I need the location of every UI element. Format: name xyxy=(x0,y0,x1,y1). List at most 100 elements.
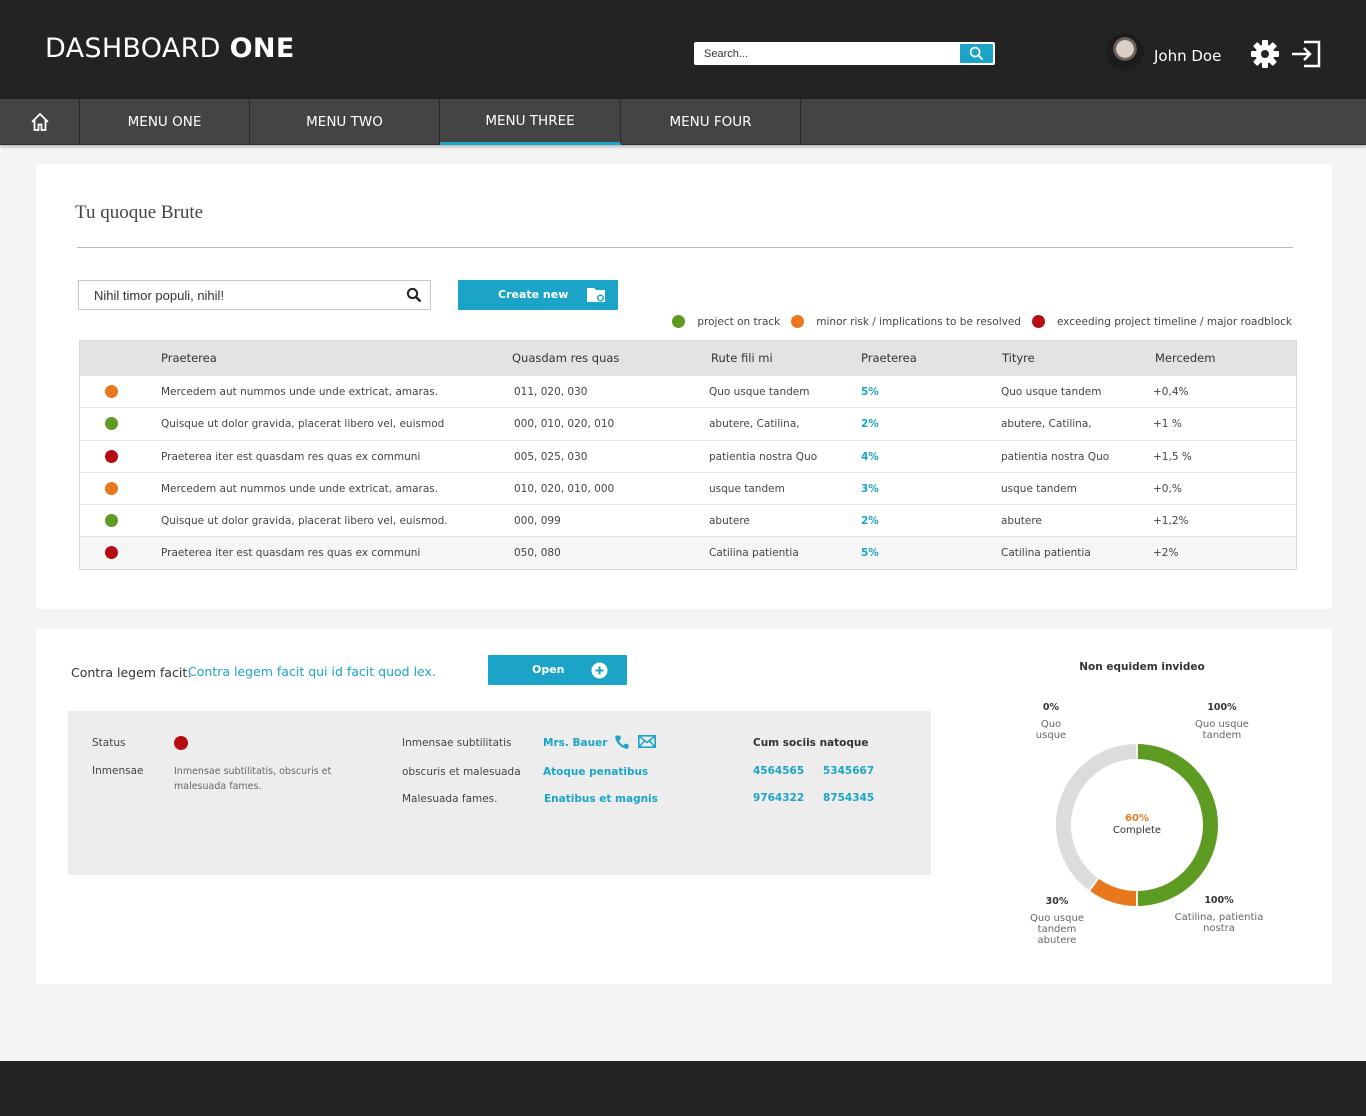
chart-label: 100% Quo usque tandem xyxy=(1188,702,1256,741)
nav-menu-three[interactable]: MENU THREE xyxy=(440,99,621,145)
detail-label: Contra legem facit: xyxy=(71,665,192,680)
main-nav: MENU ONE MENU TWO MENU THREE MENU FOUR xyxy=(0,99,1366,145)
status-label: Status xyxy=(92,737,126,749)
contact-link[interactable]: Mrs. Bauer xyxy=(543,737,608,749)
nav-menu-two[interactable]: MENU TWO xyxy=(250,99,440,145)
projects-card: Tu quoque Brute Create new project on tr… xyxy=(36,164,1332,609)
divider xyxy=(77,247,1293,248)
column-header[interactable]: Praeterea xyxy=(161,351,217,365)
table-cell: Praeterea iter est quasdam res quas ex c… xyxy=(161,450,421,463)
number-value[interactable]: 4564565 xyxy=(753,765,805,777)
table-cell: 5% xyxy=(861,547,879,560)
number-value[interactable]: 9764322 xyxy=(753,792,805,804)
avatar[interactable] xyxy=(1106,33,1144,71)
chart-label-pct: 30% xyxy=(1045,896,1069,907)
table-row[interactable]: Mercedem aut nummos unde unde extricat, … xyxy=(80,375,1296,407)
nav-menu-one[interactable]: MENU ONE xyxy=(80,99,250,145)
field-link[interactable]: Enatibus et magnis xyxy=(544,793,658,805)
table-cell: +1,5 % xyxy=(1153,450,1192,463)
table-cell: 2% xyxy=(861,418,879,431)
projects-table: Praeterea Quasdam res quas Rute fili mi … xyxy=(79,340,1297,570)
brand-light: DASHBOARD xyxy=(45,33,221,64)
table-cell: Quisque ut dolor gravida, placerat liber… xyxy=(161,418,445,431)
gear-icon[interactable] xyxy=(1250,39,1280,69)
number-value[interactable]: 8754345 xyxy=(823,792,875,804)
chart-label-text: Quo usque xyxy=(1035,719,1067,741)
home-button[interactable] xyxy=(0,99,80,145)
column-header[interactable]: Quasdam res quas xyxy=(512,351,620,365)
table-cell: usque tandem xyxy=(1001,482,1077,495)
orange-dot-icon xyxy=(791,315,805,328)
table-row[interactable]: Praeterea iter est quasdam res quas ex c… xyxy=(80,439,1296,472)
column-header[interactable]: Mercedem xyxy=(1155,351,1216,365)
table-cell: +0,% xyxy=(1153,482,1182,495)
table-cell: +1 % xyxy=(1153,418,1182,431)
detail-link[interactable]: Contra legem facit qui id facit quod lex… xyxy=(188,664,436,679)
create-new-label: Create new xyxy=(498,288,569,301)
column-header[interactable]: Tityre xyxy=(1002,351,1035,365)
filter-input[interactable] xyxy=(79,281,399,309)
donut-segment xyxy=(1090,878,1137,906)
legend-label: project on track xyxy=(697,315,781,328)
inmensae-text: Inmensae subtilitatis, obscuris et males… xyxy=(174,766,332,792)
global-search xyxy=(694,42,995,65)
footer xyxy=(0,1061,1366,1116)
chart-label: 30% Quo usque tandem abutere xyxy=(1022,896,1092,946)
logout-icon[interactable] xyxy=(1290,39,1322,69)
table-cell: 010, 020, 010, 000 xyxy=(514,482,615,495)
home-icon xyxy=(30,112,49,131)
table-cell: +0,4% xyxy=(1153,386,1189,398)
chart-label-text: Catilina, patientia nostra xyxy=(1174,912,1264,934)
table-row[interactable]: Quisque ut dolor gravida, placerat liber… xyxy=(80,407,1296,439)
plus-circle-icon xyxy=(591,662,608,679)
brand-bold: ONE xyxy=(229,33,295,64)
column-header[interactable]: Rute fili mi xyxy=(711,351,773,365)
legend-item: exceeding project timeline / major roadb… xyxy=(1031,315,1292,328)
table-row[interactable]: Quisque ut dolor gravida, placerat liber… xyxy=(80,504,1296,536)
number-value[interactable]: 5345667 xyxy=(823,765,875,777)
table-cell: +2% xyxy=(1153,547,1179,560)
search-button[interactable] xyxy=(960,44,993,63)
search-input[interactable] xyxy=(694,42,960,65)
table-row[interactable]: Praeterea iter est quasdam res quas ex c… xyxy=(80,536,1296,569)
table-cell: patientia nostra Quo xyxy=(1001,450,1110,463)
table-cell: Praeterea iter est quasdam res quas ex c… xyxy=(161,547,421,560)
nav-menu-four[interactable]: MENU FOUR xyxy=(621,99,801,145)
table-cell: usque tandem xyxy=(709,482,785,495)
table-cell: 011, 020, 030 xyxy=(514,386,588,398)
table-cell: Quo usque tandem xyxy=(709,386,810,398)
table-cell: abutere, Catilina, xyxy=(1001,418,1092,431)
legend-item: minor risk / implications to be resolved xyxy=(791,315,1021,328)
table-row[interactable]: Mercedem aut nummos unde unde extricat, … xyxy=(80,471,1296,504)
table-body: Mercedem aut nummos unde unde extricat, … xyxy=(80,375,1296,569)
table-header: Praeterea Quasdam res quas Rute fili mi … xyxy=(80,341,1296,375)
table-cell: Catilina patientia xyxy=(1001,547,1091,560)
detail-panel: Status Inmensae Inmensae subtilitatis, o… xyxy=(68,711,931,875)
chart-label-text: Quo usque tandem abutere xyxy=(1030,913,1084,946)
create-new-button[interactable]: Create new xyxy=(458,280,618,310)
legend-label: exceeding project timeline / major roadb… xyxy=(1056,315,1292,328)
user-name[interactable]: John Doe xyxy=(1154,47,1222,65)
top-header: DASHBOARD ONE John Doe xyxy=(0,0,1366,99)
table-cell: Catilina patientia xyxy=(709,547,799,560)
chart-label: 100% Catilina, patientia nostra xyxy=(1174,895,1264,934)
chart-label: 0% Quo usque xyxy=(1026,702,1076,741)
open-button[interactable]: Open xyxy=(488,655,627,685)
field-link[interactable]: Atoque penatibus xyxy=(543,766,649,778)
table-cell: 2% xyxy=(861,515,879,528)
table-cell: +1,2% xyxy=(1153,515,1189,528)
section-title: Tu quoque Brute xyxy=(75,202,204,223)
table-cell: 5% xyxy=(861,386,879,398)
field-label: Inmensae subtilitatis xyxy=(402,737,512,749)
column-header[interactable]: Praeterea xyxy=(861,351,917,365)
search-icon[interactable] xyxy=(406,287,422,303)
chart-center-value: 60% xyxy=(1125,813,1149,824)
table-filter xyxy=(78,280,431,310)
chart-label-pct: 100% xyxy=(1204,895,1234,906)
legend-label: minor risk / implications to be resolved xyxy=(816,315,1021,328)
table-cell: abutere xyxy=(709,515,750,528)
phone-icon[interactable] xyxy=(614,734,630,750)
mail-icon[interactable] xyxy=(638,735,656,748)
chart-label-text: Quo usque tandem xyxy=(1195,719,1249,741)
table-cell: patientia nostra Quo xyxy=(709,450,818,463)
